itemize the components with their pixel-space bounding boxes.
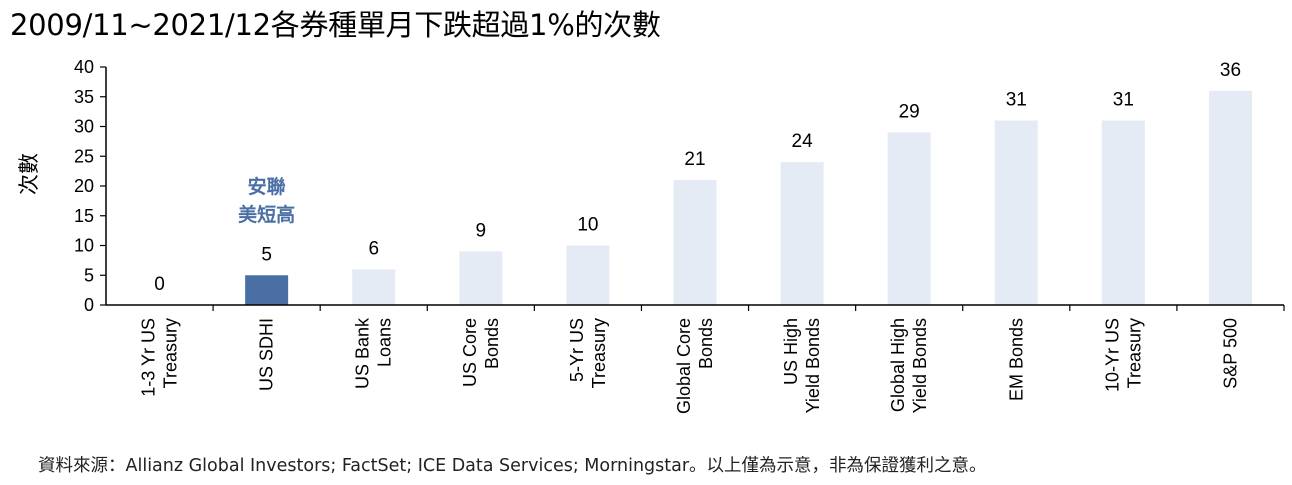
bar <box>566 245 610 305</box>
category-label: 10-Yr US Treasury <box>1102 318 1144 392</box>
y-tick-label: 20 <box>74 176 94 196</box>
category-label-line: 1-3 Yr US <box>139 318 159 397</box>
category-label-line: Global High <box>888 318 908 412</box>
category-label: S&P 500 <box>1220 318 1240 389</box>
category-label-line: Bonds <box>696 318 716 369</box>
category-label: Global High Yield Bonds <box>888 318 930 413</box>
category-label-line: Yield Bonds <box>910 318 930 413</box>
category-label: US High Yield Bonds <box>781 318 823 413</box>
y-tick-label: 0 <box>84 295 94 315</box>
y-tick-label: 5 <box>84 265 94 285</box>
bar <box>352 269 396 305</box>
category-label-line: 5-Yr US <box>567 318 587 382</box>
category-label-line: 10-Yr US <box>1102 318 1122 392</box>
bar <box>994 120 1038 305</box>
category-label-line: US SDHI <box>257 318 277 391</box>
bar <box>1208 90 1252 305</box>
category-label-line: Loans <box>375 318 395 367</box>
data-label: 31 <box>1006 90 1027 111</box>
data-label: 31 <box>1113 90 1134 111</box>
y-tick-label: 40 <box>74 57 94 77</box>
category-label-line: Treasury <box>161 318 181 388</box>
category-label-line: US High <box>781 318 801 385</box>
data-label: 10 <box>577 215 598 236</box>
highlight-annotation: 安聯 <box>248 175 286 198</box>
category-label: US SDHI <box>257 318 277 391</box>
source-note: 資料來源：Allianz Global Investors; FactSet; … <box>38 456 987 476</box>
data-label: 21 <box>684 149 705 170</box>
bar <box>673 180 717 305</box>
bar <box>1101 120 1145 305</box>
data-label: 0 <box>154 274 165 295</box>
y-tick-label: 35 <box>74 87 94 107</box>
category-label-line: Treasury <box>1124 318 1144 388</box>
data-label: 36 <box>1220 60 1241 81</box>
bar <box>459 251 503 305</box>
data-label: 6 <box>368 238 379 259</box>
y-tick-label: 30 <box>74 117 94 137</box>
category-label: 5-Yr US Treasury <box>567 318 609 388</box>
category-label-line: S&P 500 <box>1220 318 1240 389</box>
category-label-line: Bonds <box>482 318 502 369</box>
bar <box>245 275 289 305</box>
category-label-line: US Bank <box>353 317 373 389</box>
category-label: US Core Bonds <box>460 318 502 387</box>
data-label: 9 <box>476 220 487 241</box>
category-label-line: Yield Bonds <box>803 318 823 413</box>
category-label: 1-3 Yr US Treasury <box>139 318 181 397</box>
y-axis-label: 次數 <box>17 153 41 195</box>
category-label: Global Core Bonds <box>674 318 716 414</box>
data-label: 24 <box>792 131 814 152</box>
y-tick-label: 15 <box>74 206 94 226</box>
category-label-line: Treasury <box>589 318 609 388</box>
category-label-line: Global Core <box>674 318 694 414</box>
category-label: US Bank Loans <box>353 317 395 389</box>
data-label: 29 <box>899 101 920 122</box>
y-tick-label: 10 <box>74 236 94 256</box>
category-label-line: EM Bonds <box>1006 318 1026 401</box>
chart-title: 2009/11~2021/12各券種單月下跌超過1%的次數 <box>10 8 661 42</box>
category-label-line: US Core <box>460 318 480 387</box>
data-label: 5 <box>261 244 272 265</box>
bar <box>887 132 931 305</box>
y-tick-label: 25 <box>74 146 94 166</box>
highlight-annotation: 美短高 <box>238 203 295 226</box>
category-label: EM Bonds <box>1006 318 1026 401</box>
bar <box>780 162 824 305</box>
